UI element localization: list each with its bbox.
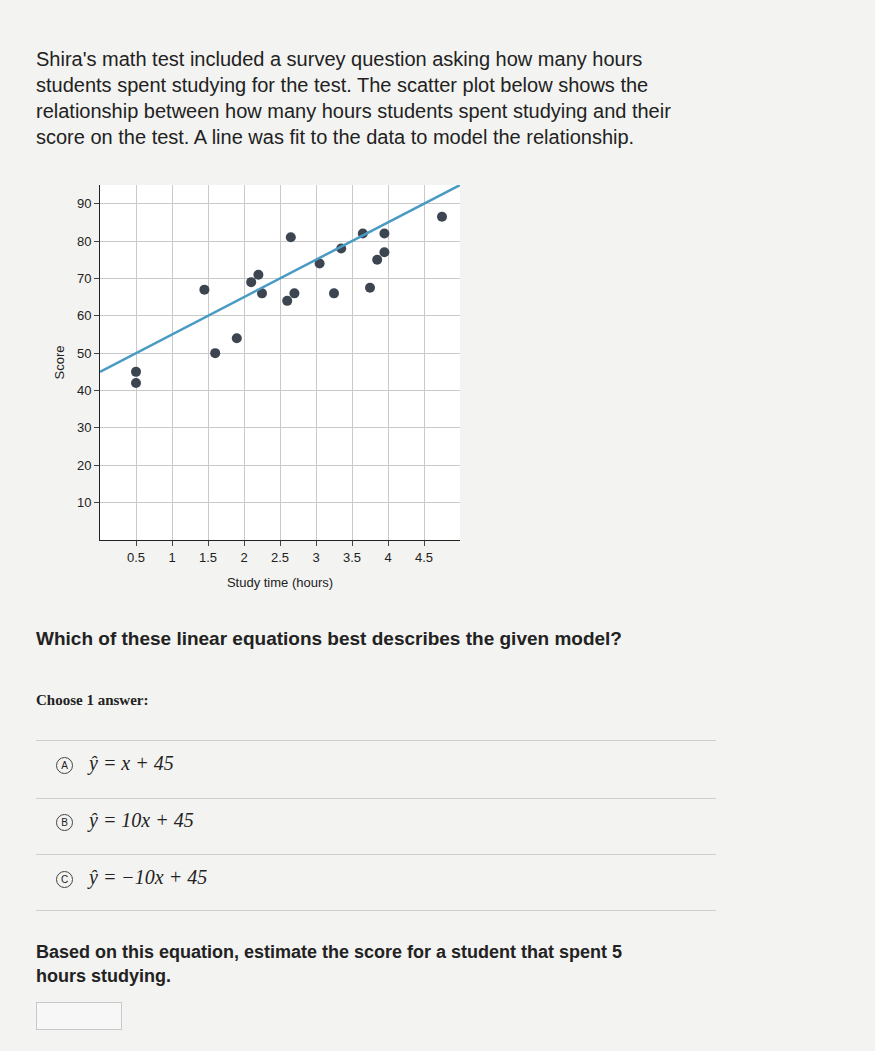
svg-text:30: 30 bbox=[77, 420, 91, 435]
svg-text:20: 20 bbox=[77, 458, 91, 473]
svg-text:Score: Score bbox=[52, 346, 67, 380]
svg-text:3: 3 bbox=[312, 550, 319, 565]
svg-text:60: 60 bbox=[77, 308, 91, 323]
html-text:ŷ = x + 45: ŷ = x + 45 bbox=[89, 752, 174, 774]
svg-text:Study time (hours): Study time (hours) bbox=[227, 575, 333, 590]
svg-text:1: 1 bbox=[168, 550, 175, 565]
html-text:Which of these linear equation: Which of these linear equations best des… bbox=[36, 628, 622, 649]
svg-text:1.5: 1.5 bbox=[199, 550, 217, 565]
svg-text:3.5: 3.5 bbox=[343, 550, 361, 565]
svg-text:2.5: 2.5 bbox=[271, 550, 289, 565]
svg-text:0.5: 0.5 bbox=[127, 550, 145, 565]
html-text:ŷ = 10x + 45: ŷ = 10x + 45 bbox=[89, 809, 194, 831]
html-text:A: A bbox=[61, 759, 68, 771]
html-text:Shira's math test included a s: Shira's math test included a survey ques… bbox=[36, 48, 671, 148]
svg-text:4: 4 bbox=[384, 550, 391, 565]
svg-text:90: 90 bbox=[77, 196, 91, 211]
svg-text:10: 10 bbox=[77, 495, 91, 510]
html-text:ŷ = −10x + 45: ŷ = −10x + 45 bbox=[89, 866, 208, 888]
html-text:Choose 1 answer:: Choose 1 answer: bbox=[36, 692, 149, 708]
svg-text:50: 50 bbox=[77, 346, 91, 361]
svg-text:80: 80 bbox=[77, 234, 91, 249]
html-text:Based on this equation, estima: Based on this equation, estimate the sco… bbox=[36, 942, 623, 986]
html-text:C: C bbox=[60, 873, 69, 885]
svg-text:4.5: 4.5 bbox=[415, 550, 433, 565]
svg-text:70: 70 bbox=[77, 271, 91, 286]
svg-text:2: 2 bbox=[240, 550, 247, 565]
svg-text:40: 40 bbox=[77, 383, 91, 398]
html-text:B: B bbox=[61, 816, 68, 828]
